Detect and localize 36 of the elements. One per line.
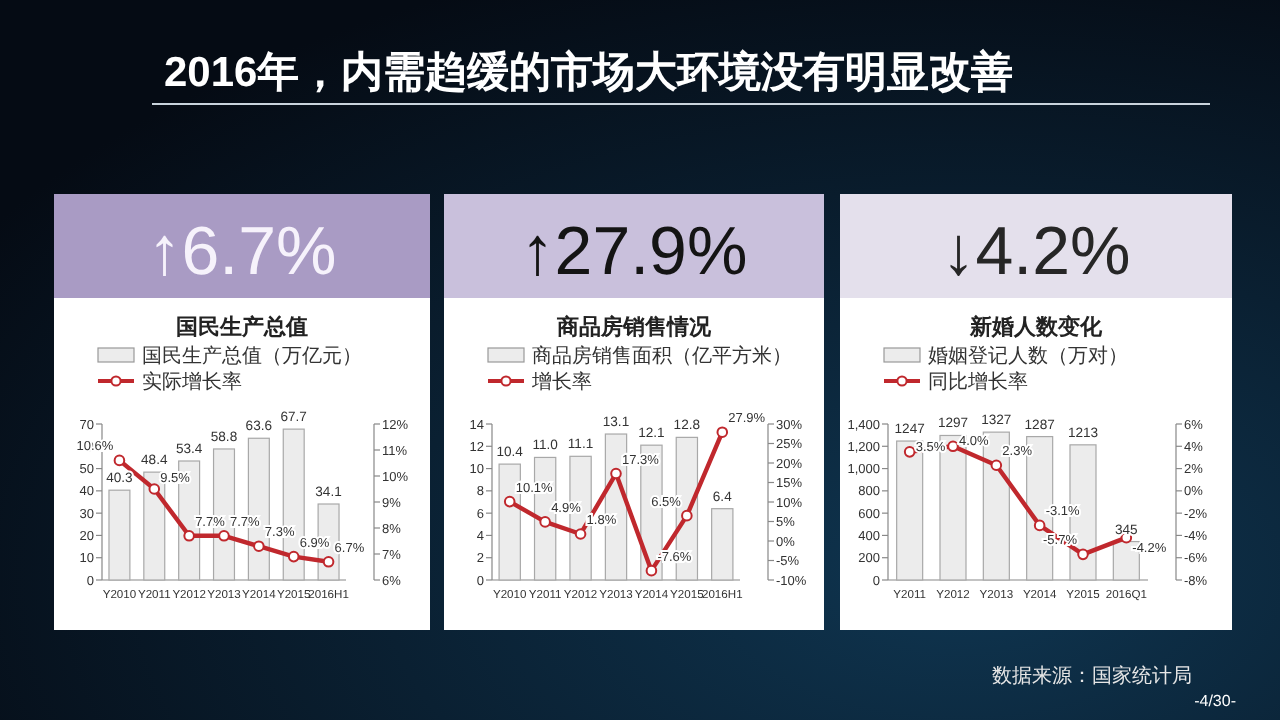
bar xyxy=(711,508,734,581)
point xyxy=(1077,548,1089,561)
source-note: 数据来源：国家统计局 xyxy=(992,664,1192,688)
point xyxy=(1033,519,1046,532)
point xyxy=(903,446,916,458)
chart-title: 新婚人数变化 xyxy=(968,314,1104,340)
point xyxy=(947,440,959,453)
point xyxy=(574,528,587,540)
text: 2016年，内需趋缓的市场大环境没有明显改善 xyxy=(164,48,1014,96)
legend-label: 婚姻登记人数（万对） xyxy=(928,344,1128,368)
point xyxy=(503,495,516,508)
point xyxy=(990,459,1003,472)
text: ↓4.2% xyxy=(941,214,1131,290)
point xyxy=(253,540,265,552)
legend-label: 增长率 xyxy=(530,370,592,394)
point xyxy=(218,530,230,542)
text: ↑27.9% xyxy=(520,214,748,290)
legend-label: 实际增长率 xyxy=(142,370,242,394)
point xyxy=(610,467,622,480)
point xyxy=(539,516,551,528)
point xyxy=(113,454,126,467)
point xyxy=(645,564,658,577)
text: -4/30- xyxy=(1194,692,1237,710)
bar xyxy=(108,489,131,581)
point xyxy=(322,556,335,568)
point xyxy=(716,426,729,438)
text: ↑6.7% xyxy=(147,214,337,290)
chart-title: 国民生产总值 xyxy=(176,314,308,340)
point xyxy=(287,550,300,563)
point xyxy=(183,530,195,542)
point xyxy=(148,483,161,495)
legend-label: 国民生产总值（万亿元） xyxy=(142,344,362,368)
point xyxy=(681,509,693,522)
chart-title: 商品房销售情况 xyxy=(555,314,713,340)
legend-label: 商品房销售面积（亿平方米） xyxy=(532,344,792,368)
legend-label: 同比增长率 xyxy=(928,370,1028,394)
